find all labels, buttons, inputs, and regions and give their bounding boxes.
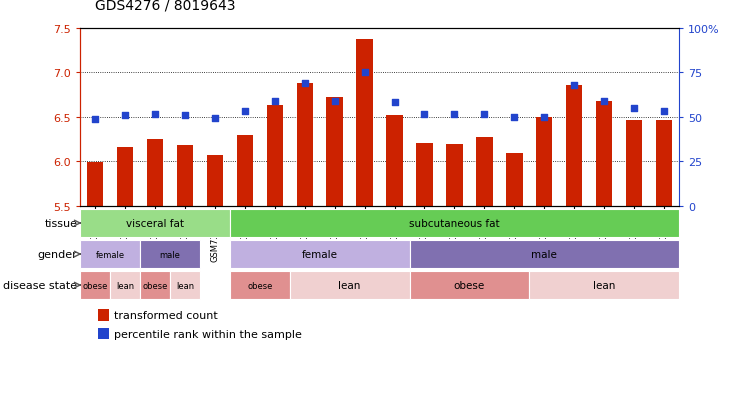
Bar — [230, 240, 410, 269]
Bar — [266, 106, 283, 206]
Bar — [536, 118, 553, 206]
Bar — [386, 116, 403, 206]
Bar — [87, 163, 104, 206]
Point — [629, 105, 640, 112]
Bar — [99, 328, 109, 339]
Text: transformed count: transformed count — [114, 310, 218, 320]
Bar — [656, 120, 672, 206]
Point — [658, 108, 670, 115]
Bar — [410, 271, 529, 300]
Bar — [410, 240, 679, 269]
Bar — [80, 209, 230, 238]
Text: obese: obese — [247, 281, 272, 290]
Bar — [80, 271, 110, 300]
Text: lean: lean — [116, 281, 134, 290]
Bar — [237, 135, 253, 206]
Bar — [626, 120, 642, 206]
Text: obese: obese — [142, 281, 168, 290]
Bar — [230, 271, 290, 300]
Point — [149, 112, 161, 119]
Bar — [110, 271, 140, 300]
Point — [539, 114, 550, 121]
Bar — [80, 240, 140, 269]
Bar — [416, 143, 433, 206]
Bar — [290, 271, 410, 300]
Point — [269, 98, 281, 105]
Text: visceral fat: visceral fat — [126, 218, 184, 228]
Bar — [140, 271, 170, 300]
Text: female: female — [96, 250, 125, 259]
Point — [239, 108, 251, 115]
Point — [419, 112, 431, 119]
Text: obese: obese — [454, 280, 485, 290]
Text: percentile rank within the sample: percentile rank within the sample — [114, 329, 301, 339]
Point — [329, 98, 341, 105]
Bar — [140, 240, 200, 269]
Point — [599, 98, 610, 105]
Text: tissue: tissue — [45, 218, 77, 228]
Text: female: female — [301, 249, 338, 259]
Point — [299, 81, 311, 87]
Bar — [446, 144, 463, 206]
Point — [389, 99, 401, 106]
Bar — [476, 137, 493, 206]
Text: lean: lean — [176, 281, 194, 290]
Text: lean: lean — [339, 280, 361, 290]
Bar — [99, 309, 109, 321]
Point — [180, 113, 191, 119]
Bar — [170, 271, 200, 300]
Bar — [117, 148, 134, 206]
Bar — [566, 86, 583, 206]
Point — [479, 112, 491, 119]
Bar — [506, 153, 523, 206]
Text: male: male — [160, 250, 180, 259]
Bar — [177, 145, 193, 206]
Point — [120, 113, 131, 119]
Point — [210, 115, 221, 122]
Bar — [326, 98, 343, 206]
Bar — [147, 140, 164, 206]
Point — [569, 83, 580, 89]
Text: gender: gender — [37, 249, 77, 259]
Text: GDS4276 / 8019643: GDS4276 / 8019643 — [95, 0, 235, 12]
Point — [359, 69, 371, 76]
Bar — [296, 84, 313, 206]
Text: lean: lean — [593, 280, 615, 290]
Text: disease state: disease state — [3, 280, 77, 290]
Bar — [596, 102, 612, 206]
Bar — [207, 156, 223, 206]
Text: subcutaneous fat: subcutaneous fat — [409, 218, 500, 228]
Bar — [230, 209, 679, 238]
Bar — [529, 271, 679, 300]
Text: obese: obese — [82, 281, 108, 290]
Point — [509, 114, 520, 121]
Point — [448, 112, 461, 119]
Text: male: male — [531, 249, 557, 259]
Bar — [356, 40, 373, 206]
Point — [89, 116, 101, 123]
